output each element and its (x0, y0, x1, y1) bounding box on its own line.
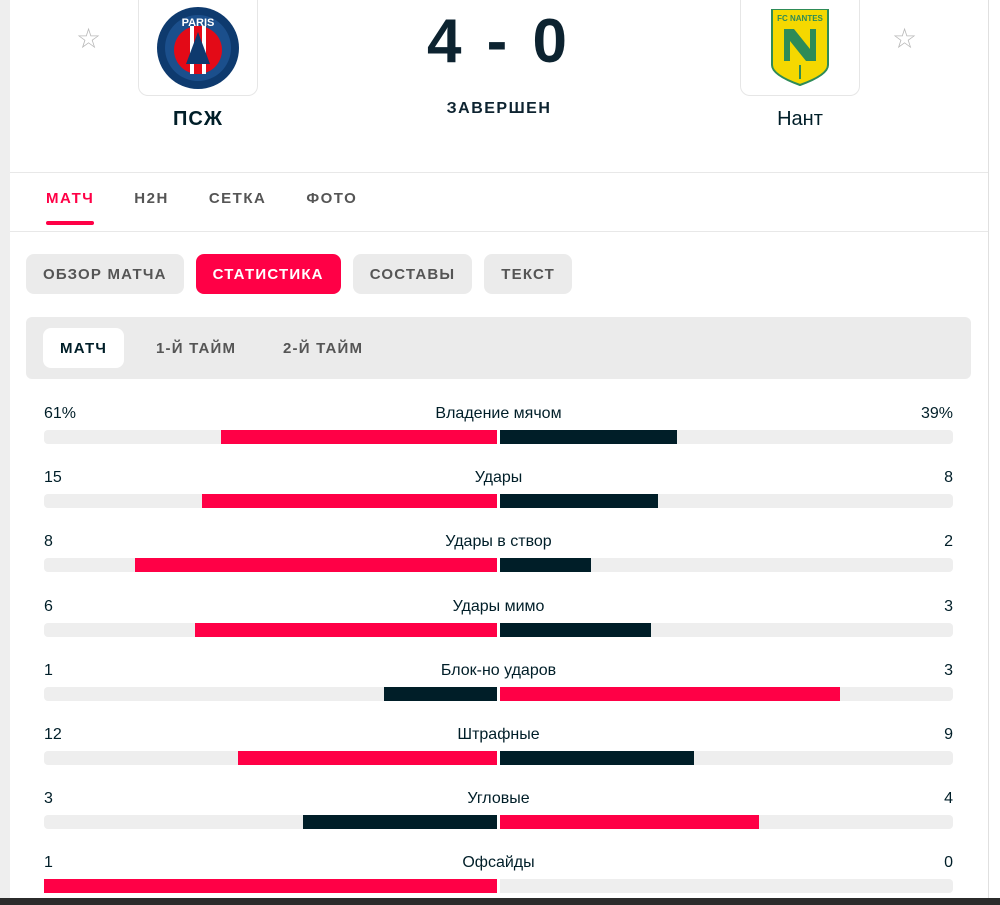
home-team-name[interactable]: ПСЖ (173, 108, 223, 130)
stat-home-track (44, 494, 497, 509)
stat-row: 6 Удары мимо 3 (44, 598, 953, 648)
favorite-star-icon-home[interactable]: ☆ (76, 23, 102, 54)
tabs-divider (10, 231, 988, 232)
stat-home-value: 3 (44, 790, 53, 808)
stat-away-bar (500, 815, 759, 830)
stat-home-track (44, 558, 497, 573)
stat-row: 3 Угловые 4 (44, 790, 953, 840)
bottom-bar (0, 898, 1000, 905)
period-second-half[interactable]: 2-Й ТАЙМ (283, 339, 364, 357)
match-page: ☆ PARIS ПСЖ 4 - 0 ЗАВЕРШЕН FC NANTES (10, 0, 988, 905)
nantes-crest-icon: FC NANTES (771, 8, 829, 86)
stat-away-track (500, 494, 953, 509)
home-team-logo[interactable]: PARIS (138, 0, 258, 96)
stat-home-track (44, 622, 497, 637)
period-selector: МАТЧ 1-Й ТАЙМ 2-Й ТАЙМ (26, 317, 971, 379)
stat-home-bar (195, 622, 497, 637)
stat-away-bar (500, 430, 677, 444)
right-edge (988, 0, 1000, 905)
stat-home-bar (44, 879, 497, 894)
stat-home-value: 1 (44, 854, 53, 872)
stat-home-bar (201, 494, 497, 509)
subtabs: ОБЗОР МАТЧА СТАТИСТИКА СОСТАВЫ ТЕКСТ (26, 254, 573, 294)
stat-away-value: 39% (920, 405, 953, 422)
stat-away-track (500, 879, 953, 894)
tab-photo[interactable]: ФОТО (306, 190, 358, 207)
stat-home-track (44, 879, 497, 894)
stat-label: Удары в створ (445, 533, 552, 551)
stat-away-bar (500, 751, 695, 765)
stat-label: Удары мимо (452, 597, 545, 615)
subtab-text[interactable]: ТЕКСТ (484, 254, 573, 294)
stat-label: Угловые (467, 790, 530, 808)
stat-home-bar (302, 815, 497, 830)
stat-row: 61% Владение мячом 39% (44, 405, 953, 455)
home-team[interactable]: PARIS ПСЖ (138, 0, 258, 131)
stat-row: 15 Удары 8 (44, 469, 953, 519)
stat-away-value: 4 (944, 790, 953, 808)
stat-away-track (500, 622, 953, 637)
subtab-lineups[interactable]: СОСТАВЫ (352, 254, 473, 294)
stat-away-bar (500, 686, 840, 701)
stat-label: Офсайды (462, 854, 535, 872)
svg-text:PARIS: PARIS (182, 17, 215, 29)
stat-home-value: 1 (44, 661, 53, 679)
stat-away-value: 3 (944, 661, 953, 679)
psg-crest-icon: PARIS (157, 6, 239, 89)
tab-match[interactable]: МАТЧ (46, 190, 95, 225)
stat-row: 1 Блок-но ударов 3 (44, 662, 953, 712)
stat-away-value: 8 (944, 469, 953, 487)
stat-away-value: 3 (944, 597, 953, 615)
stat-home-value: 8 (44, 533, 53, 551)
stat-home-bar (383, 686, 497, 701)
stat-label: Владение мячом (435, 405, 562, 422)
stat-away-track (500, 558, 953, 573)
stat-label: Удары (474, 469, 523, 487)
away-team[interactable]: FC NANTES Нант (740, 0, 860, 131)
stat-away-track (500, 815, 953, 830)
stat-label: Штрафные (457, 726, 540, 743)
period-first-half[interactable]: 1-Й ТАЙМ (156, 339, 237, 357)
stat-away-value: 0 (944, 854, 953, 872)
stat-home-value: 6 (44, 597, 53, 615)
stat-home-track (44, 815, 497, 830)
stat-row: 1 Офсайды 0 (44, 854, 953, 904)
stat-home-value: 61% (44, 405, 77, 422)
stat-away-track (500, 430, 953, 444)
stat-row: 12 Штрафные 9 (44, 726, 953, 776)
period-match[interactable]: МАТЧ (43, 328, 125, 368)
stat-home-value: 12 (44, 726, 62, 743)
stat-away-bar (500, 494, 658, 509)
match-score: 4 - 0 (426, 7, 572, 76)
subtab-overview[interactable]: ОБЗОР МАТЧА (26, 254, 184, 294)
stat-home-track (44, 751, 497, 765)
stat-home-bar (238, 751, 497, 765)
stat-label: Блок-но ударов (440, 661, 557, 679)
stat-home-bar (220, 430, 497, 444)
stat-row: 8 Удары в створ 2 (44, 533, 953, 583)
away-team-logo[interactable]: FC NANTES (740, 0, 860, 96)
svg-text:FC NANTES: FC NANTES (777, 14, 823, 23)
stat-home-bar (134, 558, 497, 573)
favorite-star-icon-away[interactable]: ☆ (892, 23, 918, 54)
subtab-statistics[interactable]: СТАТИСТИКА (195, 254, 341, 294)
stat-home-value: 15 (44, 469, 62, 487)
stat-away-value: 2 (944, 533, 953, 551)
match-status: ЗАВЕРШЕН (446, 100, 552, 117)
stat-away-value: 9 (944, 726, 953, 743)
match-tabs: МАТЧ H2H СЕТКА ФОТО (46, 190, 397, 225)
tab-bracket[interactable]: СЕТКА (208, 190, 267, 207)
away-team-name[interactable]: Нант (777, 108, 823, 130)
stat-away-track (500, 751, 953, 765)
stat-away-track (500, 686, 953, 701)
header-divider (10, 172, 988, 173)
stat-away-bar (500, 558, 591, 573)
stat-home-track (44, 686, 497, 701)
stat-home-track (44, 430, 497, 444)
stat-away-bar (500, 622, 651, 637)
tab-h2h[interactable]: H2H (134, 190, 169, 207)
